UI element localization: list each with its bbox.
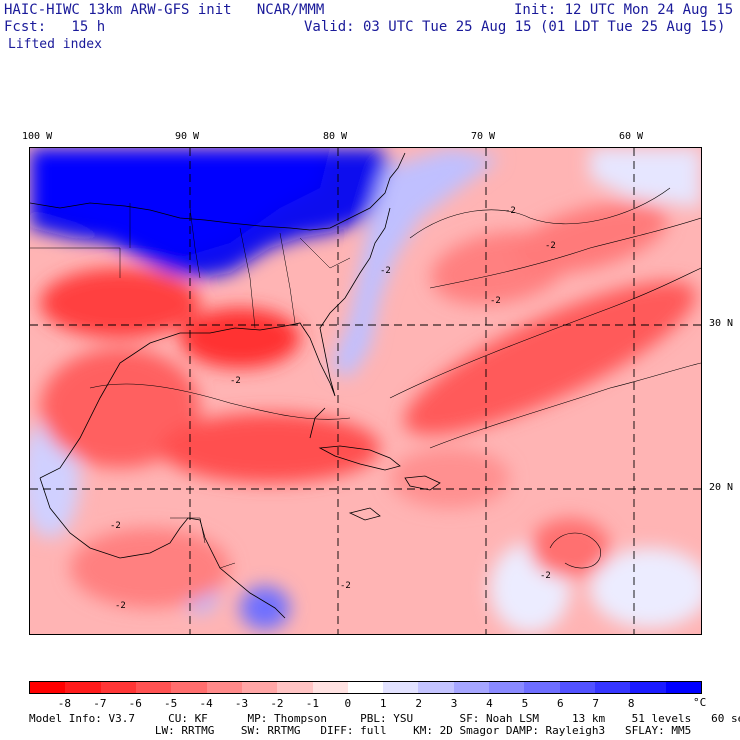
- colorbar-tick-label: 6: [557, 697, 564, 710]
- colorbar-segment: [489, 682, 525, 693]
- forecast-hour: Fcst: 15 h: [4, 19, 106, 35]
- colorbar-segment: [241, 682, 278, 693]
- colorbar-segment: [347, 682, 384, 693]
- colorbar-tick-label: 2: [415, 697, 422, 710]
- contour-label: -2: [115, 601, 126, 611]
- colorbar-tick-label: 3: [450, 697, 458, 710]
- contour-lines: [89, 187, 701, 569]
- contour-label: -2: [505, 206, 516, 216]
- colorbar-segment: [312, 682, 348, 693]
- init-time: Init: 12 UTC Mon 24 Aug 15: [514, 2, 734, 18]
- colorbar-segment: [383, 682, 419, 693]
- colorbar-tick-label: -5: [164, 697, 178, 710]
- colorbar-tick-label: -4: [199, 697, 213, 710]
- colorbar-tick-label: -6: [128, 697, 142, 710]
- lat-label-30n: 30 N: [709, 318, 734, 329]
- colorbar: [29, 681, 702, 694]
- colorbar-tick-label: 5: [521, 697, 529, 710]
- lifted-index-map: -2 -2 -2 -2 -2 -2 -2 -2 -2: [29, 147, 702, 635]
- lon-label-80w: 80 W: [323, 131, 348, 142]
- colorbar-segment: [100, 682, 136, 693]
- contour-label: -2: [490, 296, 501, 306]
- lon-label-60w: 60 W: [619, 131, 644, 142]
- colorbar-tick-label: 4: [486, 697, 493, 710]
- colorbar-segment: [277, 682, 313, 693]
- model-info-line2: LW: RRTMG SW: RRTMG DIFF: full KM: 2D Sm…: [29, 724, 692, 737]
- lat-lon-grid: [30, 148, 701, 634]
- contour-label: -2: [545, 241, 556, 251]
- colorbar-segment: [665, 682, 701, 693]
- valid-time: Valid: 03 UTC Tue 25 Aug 15 (01 LDT Tue …: [304, 19, 726, 35]
- lat-label-20n: 20 N: [709, 482, 734, 493]
- colorbar-segment: [30, 682, 66, 693]
- model-title: HAIC-HIWC 13km ARW-GFS init NCAR/MMM: [4, 2, 325, 18]
- lon-label-90w: 90 W: [175, 131, 200, 142]
- contour-labels: -2 -2 -2 -2 -2 -2 -2 -2 -2: [110, 206, 556, 611]
- colorbar-segment: [65, 682, 101, 693]
- field-name: Lifted index: [8, 37, 102, 52]
- colorbar-segment: [418, 682, 454, 693]
- colorbar-unit: °C: [693, 696, 707, 709]
- colorbar-segment: [135, 682, 172, 693]
- colorbar-segment: [630, 682, 666, 693]
- colorbar-segment: [453, 682, 490, 693]
- coastlines: [30, 152, 441, 619]
- colorbar-segment: [595, 682, 631, 693]
- map-canvas: -2 -2 -2 -2 -2 -2 -2 -2 -2: [30, 148, 701, 634]
- colorbar-tick-label: -2: [270, 697, 284, 710]
- colorbar-tick-label: -8: [57, 697, 72, 710]
- contour-label: -2: [230, 376, 241, 386]
- colorbar-tick-label: 1: [379, 697, 387, 710]
- model-info-line1: Model Info: V3.7 CU: KF MP: Thompson PBL…: [29, 712, 740, 725]
- colorbar-tick-label: -7: [93, 697, 107, 710]
- colorbar-tick-label: 0: [344, 697, 352, 710]
- contour-label: -2: [540, 571, 551, 581]
- political-borders: [30, 203, 351, 569]
- lon-label-100w: 100 W: [22, 131, 53, 142]
- colorbar-tick-label: 8: [627, 697, 635, 710]
- contour-label: -2: [380, 266, 391, 276]
- colorbar-segment: [206, 682, 242, 693]
- contour-label: -2: [340, 581, 351, 591]
- colorbar-tick-label: -3: [234, 697, 249, 710]
- colorbar-segment: [524, 682, 560, 693]
- colorbar-segment: [171, 682, 207, 693]
- colorbar-tick-label: -1: [305, 697, 319, 710]
- colorbar-tick-label: 7: [592, 697, 600, 710]
- field-shading: [30, 148, 701, 633]
- colorbar-segment: [559, 682, 595, 693]
- contour-label: -2: [110, 521, 121, 531]
- lon-label-70w: 70 W: [471, 131, 496, 142]
